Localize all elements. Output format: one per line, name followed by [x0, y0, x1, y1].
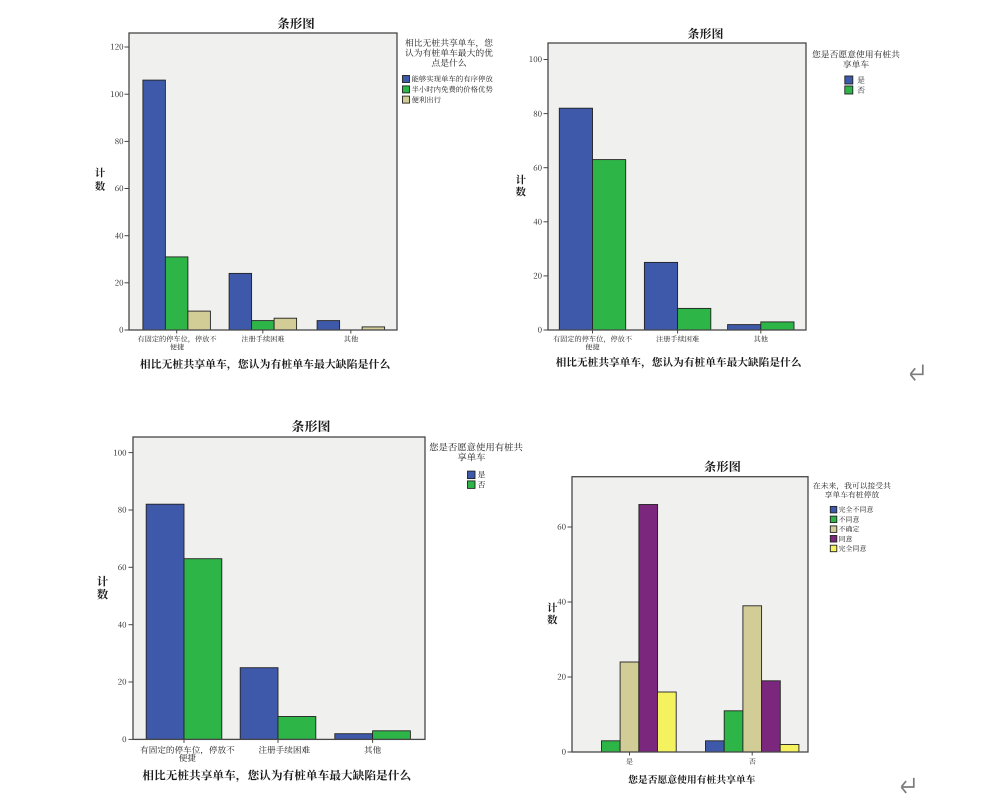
svg-text:相比无桩共享单车，您认为有桩单车最大缺陷是什么: 相比无桩共享单车，您认为有桩单车最大缺陷是什么 [556, 355, 802, 370]
svg-text:不确定: 不确定 [839, 525, 860, 535]
svg-text:便捷: 便捷 [179, 752, 197, 764]
svg-text:是: 是 [857, 75, 865, 86]
svg-text:注册手续困难: 注册手续困难 [241, 335, 284, 345]
svg-text:在未来，我可以接受共: 在未来，我可以接受共 [813, 481, 891, 492]
svg-text:便捷: 便捷 [170, 343, 184, 353]
svg-text:计: 计 [95, 166, 106, 181]
svg-text:80: 80 [533, 108, 542, 119]
svg-text:60: 60 [118, 562, 127, 573]
svg-text:60: 60 [533, 162, 542, 173]
svg-text:完全同意: 完全同意 [839, 544, 867, 554]
svg-text:享单车有桩停放: 享单车有桩停放 [825, 490, 880, 501]
svg-text:条形图: 条形图 [704, 457, 741, 475]
svg-text:20: 20 [557, 672, 566, 683]
svg-text:注册手续困难: 注册手续困难 [656, 335, 699, 345]
svg-text:120: 120 [110, 42, 124, 53]
svg-text:注册手续困难: 注册手续困难 [259, 744, 311, 756]
svg-text:享单车: 享单车 [843, 58, 870, 71]
svg-text:数: 数 [547, 613, 558, 628]
svg-text:20: 20 [118, 677, 127, 688]
svg-text:相比无桩共享单车，您: 相比无桩共享单车，您 [405, 36, 493, 49]
svg-text:40: 40 [557, 597, 566, 608]
svg-text:相比无桩共享单车，您认为有桩单车最大缺陷是什么: 相比无桩共享单车，您认为有桩单车最大缺陷是什么 [140, 356, 391, 372]
svg-text:否: 否 [749, 757, 756, 767]
svg-text:20: 20 [533, 271, 542, 282]
svg-text:半小时内免费的价格优势: 半小时内免费的价格优势 [412, 84, 494, 95]
svg-text:有固定的停车位，停放不: 有固定的停车位，停放不 [140, 744, 235, 756]
svg-text:60: 60 [557, 522, 566, 533]
svg-text:0: 0 [122, 734, 127, 745]
svg-text:是: 是 [626, 757, 633, 767]
svg-text:享单车: 享单车 [457, 450, 486, 464]
svg-text:100: 100 [110, 89, 124, 100]
svg-text:80: 80 [118, 505, 127, 516]
svg-text:20: 20 [115, 278, 124, 289]
svg-text:数: 数 [95, 179, 106, 194]
svg-text:条形图: 条形图 [291, 416, 330, 435]
svg-text:同意: 同意 [839, 534, 853, 544]
svg-text:100: 100 [529, 54, 543, 65]
svg-text:0: 0 [538, 325, 543, 336]
svg-text:您是否愿意使用有桩共: 您是否愿意使用有桩共 [429, 440, 523, 454]
svg-text:不同意: 不同意 [839, 515, 860, 525]
svg-text:其他: 其他 [364, 744, 382, 756]
svg-text:数: 数 [515, 185, 526, 200]
svg-text:40: 40 [533, 217, 542, 228]
svg-text:40: 40 [118, 619, 127, 630]
svg-text:计: 计 [97, 574, 109, 590]
svg-text:便利出行: 便利出行 [412, 94, 442, 105]
svg-text:否: 否 [478, 479, 486, 490]
svg-text:条形图: 条形图 [687, 25, 723, 42]
svg-text:您是否愿意使用有桩共享单车: 您是否愿意使用有桩共享单车 [628, 772, 756, 786]
svg-text:100: 100 [113, 447, 127, 458]
svg-text:80: 80 [115, 136, 124, 147]
svg-text:其他: 其他 [754, 335, 768, 345]
svg-text:数: 数 [97, 587, 109, 603]
svg-text:计: 计 [515, 173, 526, 188]
svg-text:0: 0 [562, 747, 567, 758]
svg-text:0: 0 [119, 325, 124, 336]
svg-text:有固定的停车位，停放不: 有固定的停车位，停放不 [553, 335, 632, 345]
svg-text:其他: 其他 [344, 335, 358, 345]
svg-text:是: 是 [478, 470, 486, 481]
svg-text:条形图: 条形图 [277, 14, 315, 32]
svg-text:相比无桩共享单车，您认为有桩单车最大缺陷是什么: 相比无桩共享单车，您认为有桩单车最大缺陷是什么 [142, 768, 411, 784]
svg-text:认为有桩单车最大的优: 认为有桩单车最大的优 [405, 46, 493, 59]
svg-text:计: 计 [547, 601, 558, 616]
svg-text:便捷: 便捷 [585, 343, 599, 353]
svg-text:40: 40 [115, 230, 124, 241]
svg-text:点是什么: 点是什么 [431, 56, 466, 69]
svg-text:否: 否 [857, 85, 865, 96]
svg-text:完全不同意: 完全不同意 [839, 505, 874, 515]
svg-text:能够实现单车的有序停放: 能够实现单车的有序停放 [412, 74, 494, 85]
svg-text:您是否愿意使用有桩共: 您是否愿意使用有桩共 [812, 48, 900, 61]
svg-text:60: 60 [115, 183, 124, 194]
svg-text:有固定的停车位，停放不: 有固定的停车位，停放不 [137, 335, 216, 345]
